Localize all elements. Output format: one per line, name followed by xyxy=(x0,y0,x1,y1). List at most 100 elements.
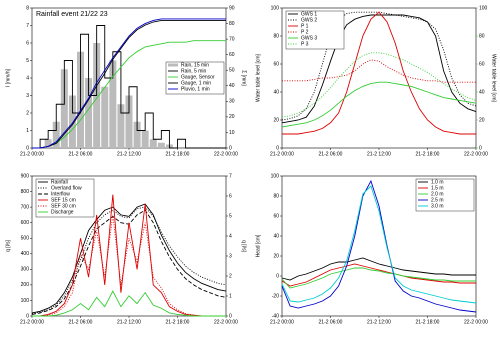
x-tick-label: 21-2 12:00 xyxy=(367,151,391,157)
x-tick-label: 21-2 00:00 xyxy=(270,151,294,157)
x-tick-label: 21-2 18:00 xyxy=(166,151,190,157)
y2-axis-label: q [l/s] xyxy=(241,240,247,253)
legend-label: Rain, 5 min xyxy=(181,68,207,74)
y2-tick-label: 40 xyxy=(479,89,485,95)
legend-label: Gauge, Sensor xyxy=(181,74,215,80)
data-line xyxy=(32,40,226,149)
x-tick-label: 21-2 18:00 xyxy=(166,319,190,325)
legend-label: Rain, 15 min xyxy=(181,62,209,68)
data-line xyxy=(32,290,226,317)
bar xyxy=(157,142,165,148)
bar xyxy=(133,121,141,148)
y-tick-label: 8 xyxy=(26,5,29,11)
data-line xyxy=(32,194,226,317)
data-line xyxy=(31,206,227,315)
x-tick-label: 22-2 00:00 xyxy=(464,151,488,157)
legend-label: 3.0 m xyxy=(431,203,444,209)
legend-label: GWS 3 xyxy=(301,35,317,41)
y2-axis-label: Water table level [cm] xyxy=(491,54,497,102)
x-tick-label: 22-2 00:00 xyxy=(214,151,238,157)
data-line xyxy=(31,203,227,314)
data-line xyxy=(281,263,476,287)
bar xyxy=(44,139,52,148)
y-tick-label: 900 xyxy=(21,173,30,179)
y2-tick-label: 7 xyxy=(229,173,232,179)
legend-label: Rainfall xyxy=(51,179,68,185)
y-axis-label: Water table level [cm] xyxy=(255,53,261,101)
y2-tick-label: 2 xyxy=(229,273,232,279)
y2-tick-label: 80 xyxy=(229,21,235,27)
legend-label: P 2 xyxy=(301,29,309,35)
data-line xyxy=(281,267,476,289)
data-line xyxy=(281,81,477,128)
y-tick-label: 3 xyxy=(26,93,29,99)
legend-box xyxy=(165,61,225,95)
y2-tick-label: 10 xyxy=(229,130,235,136)
y-tick-label: 80 xyxy=(273,193,279,199)
y-tick-label: 500 xyxy=(21,236,30,242)
y-tick-label: 2 xyxy=(26,110,29,116)
data-line xyxy=(281,14,477,124)
y-tick-label: 200 xyxy=(21,282,30,288)
y2-tick-label: 100 xyxy=(479,5,488,11)
y-tick-label: 7 xyxy=(26,23,29,29)
data-line xyxy=(281,185,477,304)
legend-label: 2.0 m xyxy=(431,191,444,197)
legend-label: 2.5 m xyxy=(431,197,444,203)
y-axis-label: I [mm/h] xyxy=(5,68,11,87)
legend-label: 1.0 m xyxy=(431,179,444,185)
data-line xyxy=(281,52,477,118)
bar xyxy=(68,95,76,148)
y-tick-label: 400 xyxy=(21,251,30,257)
bar xyxy=(141,130,149,148)
x-tick-label: 21-2 06:00 xyxy=(319,319,343,325)
y2-tick-label: 4 xyxy=(229,233,232,239)
y-tick-label: 0 xyxy=(26,313,29,319)
y2-tick-label: 0 xyxy=(229,313,232,319)
y2-tick-label: 1 xyxy=(229,293,232,299)
legend-label: Gauge, 1 min xyxy=(181,80,211,86)
y2-tick-label: 6 xyxy=(229,193,232,199)
y-tick-label: 1 xyxy=(26,128,29,134)
chart-title: Rainfall event 21/22 23 xyxy=(36,11,108,18)
y-tick-label: 4 xyxy=(26,75,29,81)
y2-tick-label: 90 xyxy=(229,5,235,11)
data-line xyxy=(32,19,226,149)
legend-label: Discharge xyxy=(51,209,74,215)
x-tick-label: 21-2 12:00 xyxy=(367,319,391,325)
y-tick-label: 100 xyxy=(271,173,280,179)
x-tick-label: 22-2 00:00 xyxy=(464,319,488,325)
legend-box xyxy=(415,178,475,212)
y-tick-label: 40 xyxy=(273,233,279,239)
x-tick-label: 21-2 06:00 xyxy=(319,151,343,157)
legend-label: GWS 2 xyxy=(301,17,317,23)
data-line xyxy=(32,25,226,149)
y-tick-label: -40 xyxy=(272,313,279,319)
y2-tick-label: 3 xyxy=(229,253,232,259)
x-tick-label: 21-2 00:00 xyxy=(20,151,44,157)
y-tick-label: 800 xyxy=(21,189,30,195)
y-tick-label: 0 xyxy=(276,273,279,279)
legend-label: SEF 15 cm xyxy=(51,197,76,203)
y2-tick-label: 80 xyxy=(479,33,485,39)
x-tick-label: 21-2 18:00 xyxy=(416,151,440,157)
bar xyxy=(125,95,133,148)
x-tick-label: 21-2 06:00 xyxy=(69,151,93,157)
legend-label: P 3 xyxy=(301,41,309,47)
y-tick-label: 700 xyxy=(21,204,30,210)
y-tick-label: 40 xyxy=(273,89,279,95)
y2-tick-label: 0 xyxy=(479,145,482,151)
y-tick-label: 80 xyxy=(273,33,279,39)
data-line xyxy=(281,257,476,281)
bar xyxy=(60,69,68,148)
legend-label: Interflow xyxy=(51,191,70,197)
data-line xyxy=(32,18,226,149)
y-axis-label: q [l/s] xyxy=(5,239,11,252)
y2-tick-label: 50 xyxy=(229,68,235,74)
legend-label: GWS 1 xyxy=(301,11,317,17)
y2-tick-label: 40 xyxy=(229,83,235,89)
y-tick-label: 6 xyxy=(26,40,29,46)
x-tick-label: 21-2 00:00 xyxy=(270,319,294,325)
y-tick-label: 5 xyxy=(26,58,29,64)
x-tick-label: 21-2 00:00 xyxy=(20,319,44,325)
